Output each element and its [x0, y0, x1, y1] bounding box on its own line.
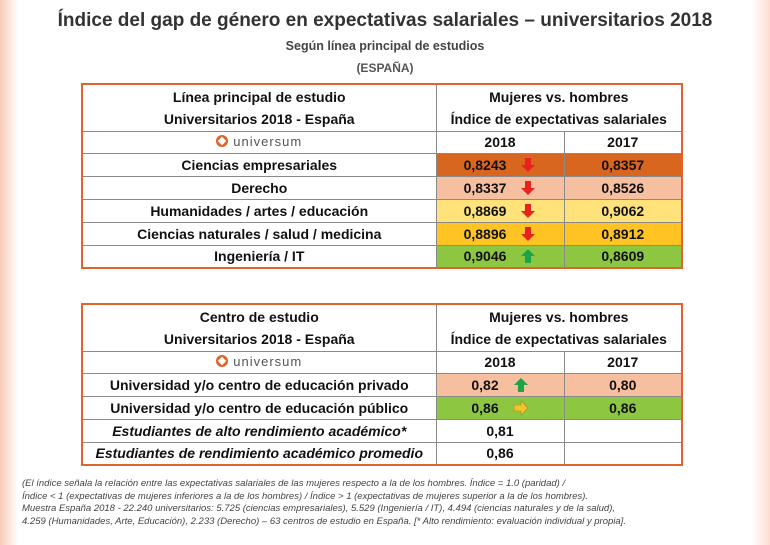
universum-logo-text: universum	[233, 133, 303, 149]
universum-logo: universum	[216, 354, 302, 369]
universum-logo-icon	[216, 355, 229, 368]
table2-header-right: Mujeres vs. hombres Índice de expectativ…	[435, 303, 683, 352]
universum-logo: universum	[216, 134, 302, 149]
down-red-icon	[521, 157, 536, 172]
table2-row-2018-cell: 0,86	[435, 395, 565, 420]
down-red-icon	[521, 226, 536, 241]
table2-header-left: Centro de estudio Universitarios 2018 - …	[81, 303, 437, 352]
table1-row-2018-value: 0,8337	[463, 179, 507, 196]
table1-row-2018-value: 0,8869	[463, 202, 507, 219]
table1-row-label: Ciencias naturales / salud / medicina	[81, 221, 437, 246]
table1-year-2017: 2017	[563, 130, 683, 154]
table1-row-2018-value: 0,8243	[463, 156, 507, 173]
table1-row-2018-value: 0,9046	[463, 248, 507, 265]
up-green-icon	[513, 377, 528, 392]
right-yellow-icon	[513, 399, 529, 416]
page-subtitle: Según línea principal de estudios	[285, 39, 485, 53]
table2-row-2018-value: 0,82	[471, 376, 499, 393]
table2-row-label: Universidad y/o centro de educación públ…	[81, 395, 437, 420]
table1-row-2017-value: 0,8357	[563, 152, 683, 177]
table1-row-label: Ciencias empresariales	[81, 152, 437, 177]
table1-row-2017-value: 0,8609	[563, 244, 683, 269]
universum-logo-text: universum	[233, 353, 303, 369]
table2-row-2017-value	[563, 418, 683, 443]
table1-row-2018-cell: 0,8896	[435, 221, 565, 246]
table2-header-right-line1: Mujeres vs. hombres	[489, 308, 629, 325]
footnote-line: (El índice señala la relación entre las …	[22, 478, 566, 489]
table2-row-2017-value	[563, 441, 683, 466]
table2-row-label: Universidad y/o centro de educación priv…	[81, 372, 437, 397]
region-label: (ESPAÑA)	[356, 61, 414, 75]
table2-row-2017-value: 0,80	[563, 372, 683, 397]
table1-logo-cell: universum	[81, 130, 437, 154]
table2-header-right-line2: Índice de expectativas salariales	[450, 330, 667, 347]
table2-row-label: Estudiantes de alto rendimiento académic…	[81, 418, 437, 443]
universum-logo-icon	[216, 135, 229, 148]
table1-header-left-line1: Línea principal de estudio	[172, 88, 346, 105]
table2-year-2017: 2017	[563, 350, 683, 374]
table2-row-2018-value: 0,81	[435, 418, 565, 443]
table1-row-label: Derecho	[81, 175, 437, 200]
footnote-line: 4.259 (Humanidades, Arte, Educación), 2.…	[22, 515, 626, 527]
table2-year-2018: 2018	[435, 350, 565, 374]
table1-row-2018-cell: 0,9046	[435, 244, 565, 269]
table2-row-2017-value: 0,86	[563, 395, 683, 420]
table1-year-2018: 2018	[435, 130, 565, 154]
table1-row-2017-value: 0,8912	[563, 221, 683, 246]
table2-row-2018-cell: 0,82	[435, 372, 565, 397]
table2-header-left-line2: Universitarios 2018 - España	[163, 330, 355, 347]
table1-row-2018-cell: 0,8337	[435, 175, 565, 200]
table2-row-2018-value: 0,86	[435, 441, 565, 466]
table2-header-left-line1: Centro de estudio	[199, 308, 319, 325]
table1-header-right-line2: Índice de expectativas salariales	[450, 110, 667, 127]
page-title: Índice del gap de género en expectativas…	[57, 10, 713, 31]
study-line-table: Línea principal de estudio Universitario…	[81, 83, 684, 269]
table1-row-label: Humanidades / artes / educación	[81, 198, 437, 223]
study-center-table: Centro de estudio Universitarios 2018 - …	[81, 303, 684, 466]
table1-header-left-line2: Universitarios 2018 - España	[163, 110, 355, 127]
table1-row-2017-value: 0,9062	[563, 198, 683, 223]
down-red-icon	[521, 203, 536, 218]
table1-row-2018-cell: 0,8869	[435, 198, 565, 223]
table1-row-2018-value: 0,8896	[463, 225, 507, 242]
footnote-line: Muestra España 2018 - 22.240 universitar…	[22, 503, 616, 515]
table2-row-2018-value: 0,86	[471, 399, 499, 416]
footnote-line: Índice < 1 (expectativas de mujeres infe…	[22, 490, 589, 502]
footnote: (El índice señala la relación entre las …	[22, 478, 752, 528]
table1-row-2018-cell: 0,8243	[435, 152, 565, 177]
table1-header-right-line1: Mujeres vs. hombres	[489, 88, 629, 105]
table2-logo-cell: universum	[81, 350, 437, 374]
down-red-icon	[521, 180, 536, 195]
table1-row-2017-value: 0,8526	[563, 175, 683, 200]
up-green-icon	[521, 249, 536, 264]
table2-row-label: Estudiantes de rendimiento académico pro…	[81, 441, 437, 466]
table1-row-label: Ingeniería / IT	[81, 244, 437, 269]
table1-header-right: Mujeres vs. hombres Índice de expectativ…	[435, 83, 683, 132]
table1-header-left: Línea principal de estudio Universitario…	[81, 83, 437, 132]
